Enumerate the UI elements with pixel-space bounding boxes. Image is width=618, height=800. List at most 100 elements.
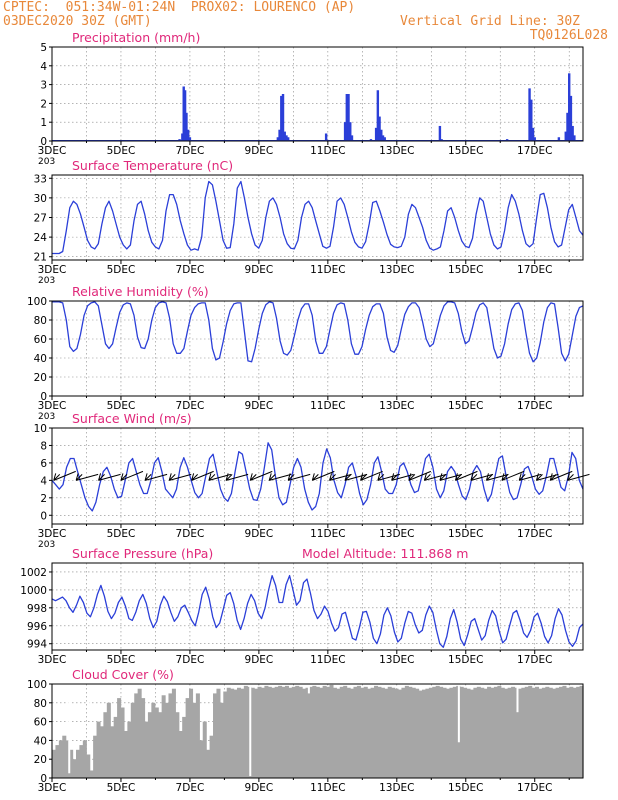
- wind-arrow: [98, 473, 121, 481]
- cloud-column: [552, 688, 557, 778]
- precip-bar: [573, 135, 576, 141]
- x-tick-label: 15DEC: [448, 654, 483, 666]
- cloud-column: [545, 686, 550, 778]
- precip-bar: [557, 137, 561, 141]
- cloud-column: [55, 745, 60, 778]
- x-tick-label: 9DEC: [245, 264, 274, 276]
- cloud-column: [72, 759, 77, 778]
- wind-arrow-head: [454, 473, 462, 481]
- cloud-column: [236, 687, 242, 778]
- y-tick-label: 60: [34, 334, 47, 346]
- cloud-column: [415, 688, 420, 778]
- x-tick-label: 7DEC: [176, 145, 205, 157]
- x-tick-label: 9DEC: [245, 654, 274, 666]
- cloud-column: [418, 690, 423, 778]
- cloud-column: [408, 686, 413, 778]
- cloud-column: [271, 687, 276, 778]
- wind-arrow-head: [391, 473, 398, 481]
- cloud-column: [572, 687, 577, 778]
- y-tick-label: 3: [40, 80, 47, 92]
- x-tick-label: 3DEC: [38, 400, 67, 412]
- x-tick-label: 5DEC: [107, 782, 136, 794]
- wind-arrow: [550, 470, 573, 481]
- cloud-column: [428, 687, 433, 778]
- precip-bar: [343, 122, 347, 141]
- cloud-column: [250, 687, 255, 778]
- cloud-column: [398, 689, 403, 778]
- cloud-column: [141, 698, 146, 778]
- y-tick-label: 2: [40, 493, 47, 505]
- x-tick-label: 9DEC: [245, 145, 274, 157]
- x-tick-label: 11DEC: [310, 528, 345, 540]
- x-tick-label: 3DEC: [38, 654, 67, 666]
- precip-bar: [347, 94, 350, 141]
- wind-arrow-head: [98, 473, 105, 481]
- cloud-column: [504, 688, 509, 778]
- cloud-column: [202, 721, 207, 778]
- precip-bar: [378, 116, 381, 141]
- y-tick-label: 20: [34, 754, 47, 766]
- cloud-column: [199, 740, 204, 778]
- cloud-column: [82, 740, 87, 778]
- x-tick-label: 11DEC: [310, 145, 345, 157]
- x-tick-label: 17DEC: [517, 145, 552, 157]
- panel-annotation-pressure: Model Altitude: 111.868 m: [302, 546, 468, 561]
- y-tick-label: 996: [27, 621, 47, 633]
- y-tick-label: 21: [34, 252, 47, 264]
- wind-arrow-head: [144, 473, 152, 481]
- header-station-line: CPTEC: 051:34W-01:24N PROX02: LOURENCO (…: [3, 0, 356, 15]
- x-tick-label: 13DEC: [379, 145, 414, 157]
- precip-bar: [183, 90, 187, 141]
- y-tick-label: 0: [40, 510, 47, 522]
- panel-title-precip: Precipitation (mm/h): [72, 30, 200, 45]
- wind-arrow-head: [287, 473, 295, 481]
- precip-bar: [383, 137, 386, 141]
- panel-frame: [51, 300, 584, 397]
- cloud-column: [459, 686, 464, 778]
- cloud-column: [507, 687, 512, 778]
- cloud-column: [243, 685, 248, 778]
- cloud-column: [473, 687, 478, 778]
- x-tick-label: 7DEC: [176, 654, 205, 666]
- cloud-column: [363, 686, 368, 778]
- cloud-column: [240, 688, 245, 778]
- wind-arrow-head: [329, 473, 336, 481]
- cloud-column: [326, 686, 331, 778]
- cloud-column: [535, 686, 540, 778]
- precip-bar: [281, 94, 285, 141]
- cloud-column: [336, 688, 341, 778]
- cloud-column: [476, 686, 481, 778]
- wind-arrow-head: [311, 473, 319, 481]
- cloud-column: [206, 749, 211, 778]
- cloud-column: [421, 689, 427, 778]
- panel-title-rh: Relative Humidity (%): [72, 284, 209, 299]
- x-year-label: 203: [38, 540, 55, 550]
- x-tick-label: 3DEC: [38, 264, 67, 276]
- precip-bar: [188, 137, 192, 141]
- y-tick-label: 60: [34, 717, 47, 729]
- wind-arrow-head: [191, 473, 198, 481]
- cloud-column: [110, 726, 115, 778]
- cloud-column: [469, 689, 474, 778]
- cloud-column: [483, 688, 488, 778]
- cloud-column: [569, 686, 574, 778]
- header-model-id: TQ0126L028: [529, 28, 608, 43]
- x-tick-label: 3DEC: [38, 782, 67, 794]
- cloud-column: [106, 702, 111, 778]
- cloud-column: [147, 712, 152, 778]
- cloud-column: [99, 726, 104, 778]
- wind-arrow-head: [485, 473, 493, 481]
- panel-rh: Relative Humidity (%) 0 20 40 60 80 100 3DEC 5DE…: [27, 284, 584, 422]
- y-tick-label: 4: [40, 475, 47, 487]
- cloud-column: [541, 687, 546, 778]
- x-tick-label: 13DEC: [379, 654, 414, 666]
- wind-arrow: [486, 473, 509, 481]
- x-tick-label: 17DEC: [517, 528, 552, 540]
- cloud-gap: [87, 684, 90, 720]
- cloud-column: [565, 687, 570, 778]
- x-tick-label: 7DEC: [176, 782, 205, 794]
- cloud-column: [319, 687, 324, 778]
- cloud-column: [353, 686, 358, 778]
